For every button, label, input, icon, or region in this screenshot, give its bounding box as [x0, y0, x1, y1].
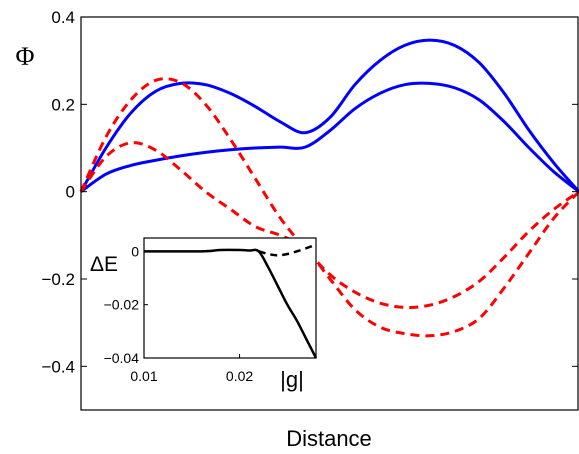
y-axis-label: Φ	[15, 42, 34, 71]
series-line-1	[80, 81, 579, 193]
inset-y-tick-label: −0.04	[104, 350, 140, 366]
inset-background	[144, 238, 316, 358]
inset-y-tick-label: −0.02	[104, 297, 140, 313]
y-tick-label: −0.2	[41, 270, 75, 289]
inset-frame	[143, 237, 317, 359]
inset-series-line-0	[143, 248, 318, 359]
inset-y-axis-label: ΔE	[90, 253, 118, 276]
y-tick-label: 0.2	[51, 95, 75, 114]
y-tick-label: 0	[66, 183, 75, 202]
inset-x-tick-label: 0.01	[130, 368, 157, 384]
inset-series-line-1	[258, 243, 317, 257]
y-tick-label: −0.4	[41, 357, 75, 376]
main-plot: 0.4 0.2 0 −0.2 −0.4 Φ Distance	[15, 8, 579, 451]
main-plot-frame	[80, 16, 579, 411]
series-line-2	[79, 77, 579, 309]
series-line-0	[79, 38, 579, 193]
inset-x-axis-label: |g|	[280, 367, 304, 392]
inset-x-tick-label: 0.02	[226, 368, 253, 384]
series-line-3	[79, 141, 579, 338]
inset-plot: 0 −0.02 −0.04 0.01 0.02 ΔE |g|	[90, 237, 318, 392]
y-tick-label: 0.4	[51, 8, 75, 27]
x-axis-label: Distance	[286, 426, 372, 451]
inset-y-tick-label: 0	[131, 243, 139, 259]
